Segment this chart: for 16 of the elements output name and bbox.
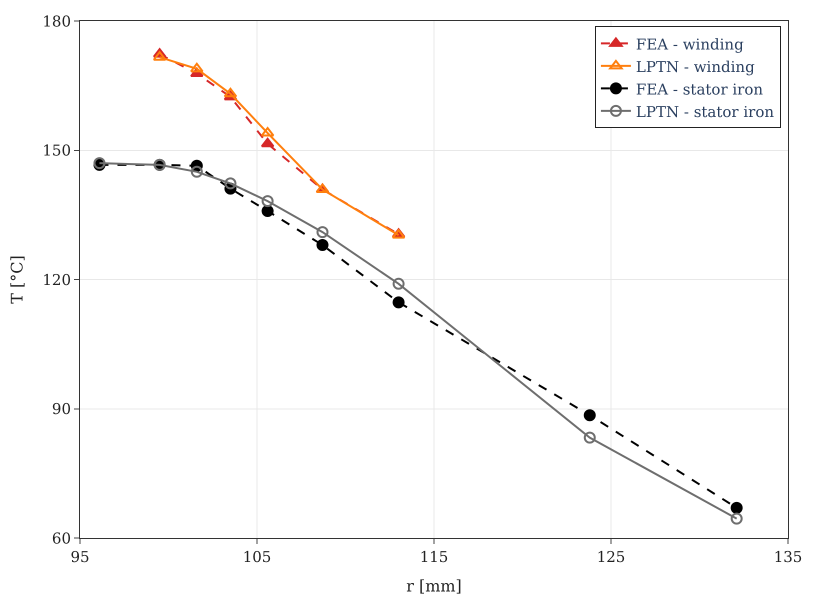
legend-label: FEA - stator iron (636, 80, 764, 98)
legend-label: LPTN - stator iron (636, 102, 774, 121)
x-tick-label: 125 (596, 548, 626, 566)
y-axis-title: T [°C] (7, 255, 26, 304)
x-tick-label: 135 (774, 548, 802, 566)
legend-label: FEA - winding (636, 35, 744, 54)
x-axis-title: r [mm] (406, 576, 462, 596)
x-tick-label: 105 (242, 548, 272, 566)
y-tick-label: 120 (42, 270, 71, 289)
y-tick-label: 60 (52, 529, 71, 548)
y-tick-label: 90 (52, 400, 71, 418)
x-tick-label: 95 (70, 548, 90, 566)
legend-label: LPTN - winding (636, 58, 756, 76)
x-tick-label: 115 (420, 548, 448, 566)
y-tick-label: 150 (42, 142, 71, 160)
y-tick-label: 180 (42, 12, 71, 30)
